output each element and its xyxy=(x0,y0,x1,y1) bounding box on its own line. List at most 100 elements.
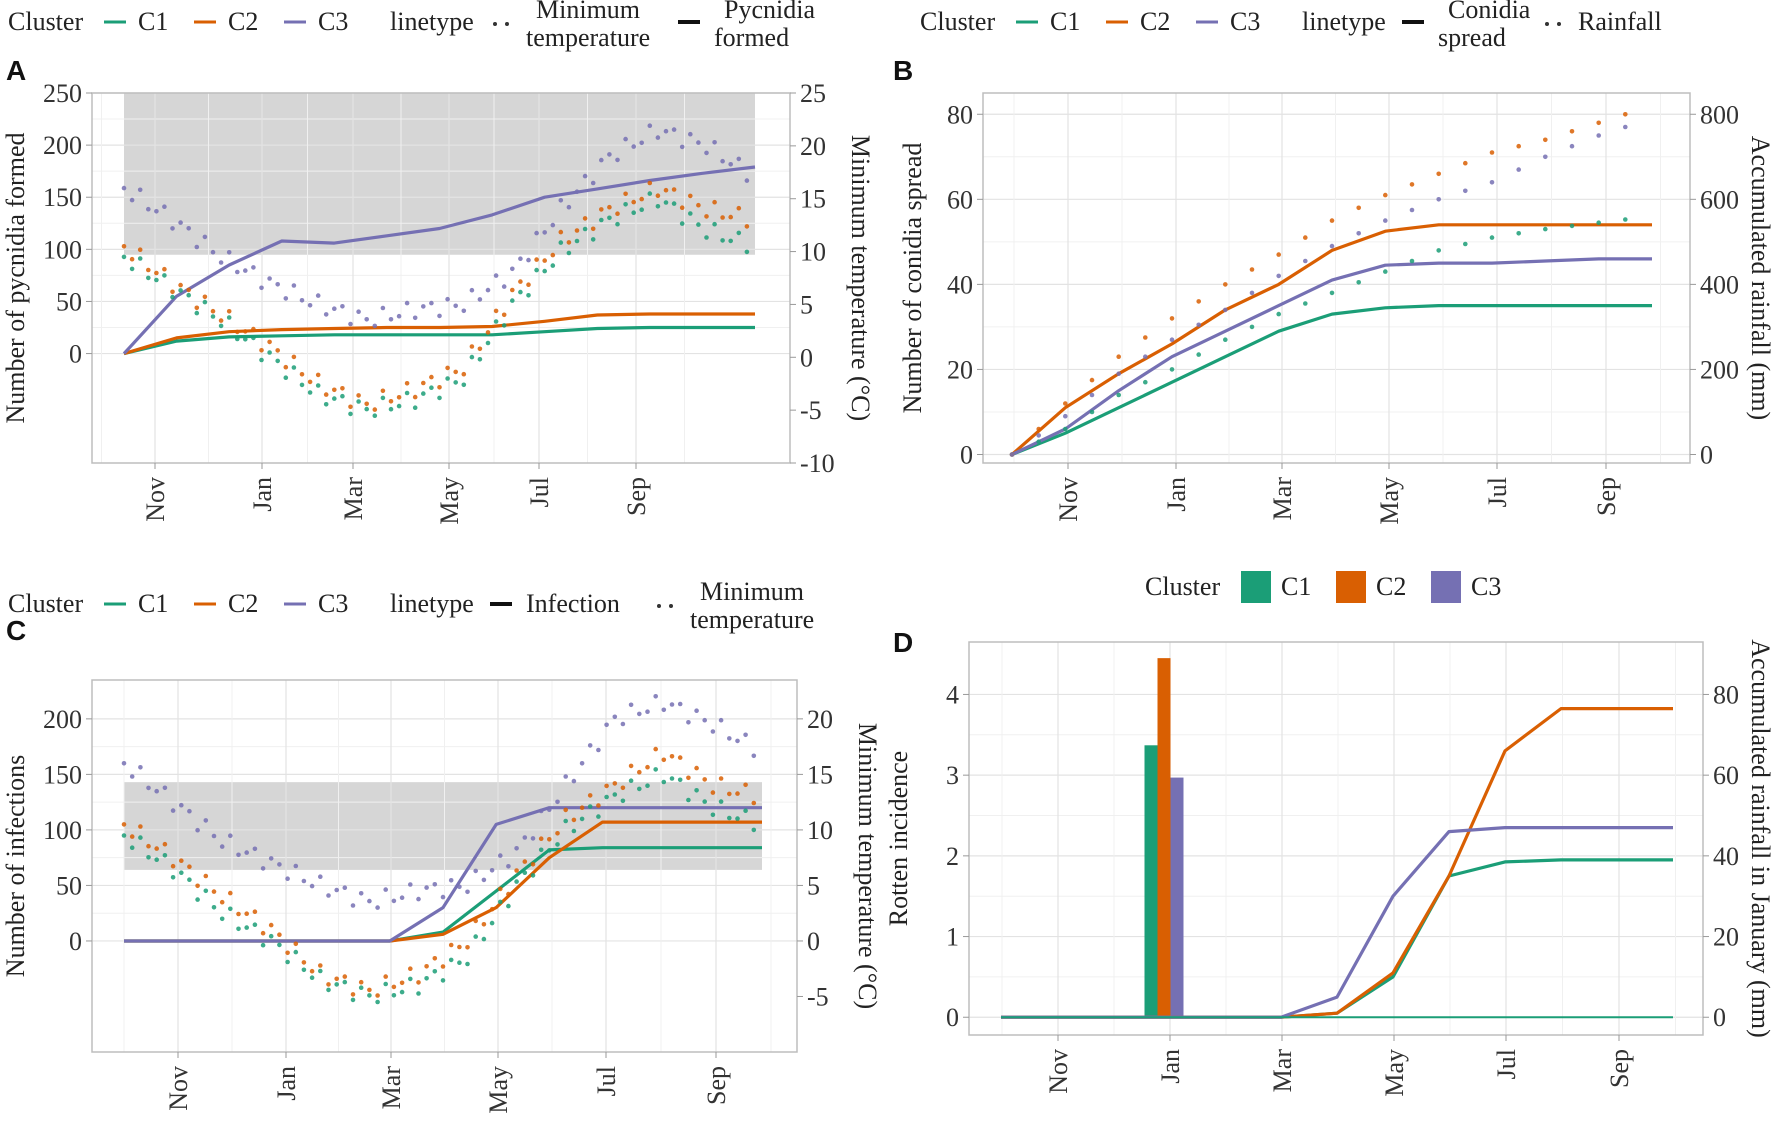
legend-linetype-label-line: Conidia xyxy=(1448,0,1531,24)
data-point xyxy=(510,287,515,293)
legend-linetype-label-line: spread xyxy=(1438,23,1506,52)
data-point xyxy=(712,221,717,227)
data-point xyxy=(350,992,356,997)
data-point xyxy=(170,875,176,880)
data-point xyxy=(218,318,224,323)
data-point xyxy=(481,936,487,942)
data-point xyxy=(1303,235,1308,240)
data-point xyxy=(309,968,315,974)
data-point xyxy=(661,779,667,785)
x-tick-label: Jan xyxy=(248,477,277,512)
bar-c1 xyxy=(1144,745,1158,1018)
data-point xyxy=(301,878,307,884)
data-point xyxy=(574,228,580,233)
y2-tick-label: 0 xyxy=(1713,1003,1726,1032)
data-point xyxy=(129,774,135,779)
data-point xyxy=(542,230,547,235)
data-point xyxy=(1596,133,1601,138)
data-point xyxy=(587,743,593,748)
data-point xyxy=(307,303,313,308)
legend-cluster-title: Cluster xyxy=(8,589,83,618)
data-point xyxy=(1569,143,1575,149)
data-point xyxy=(1623,124,1628,130)
data-point xyxy=(399,895,405,900)
data-point xyxy=(154,277,159,283)
data-point xyxy=(702,777,707,782)
data-point xyxy=(599,207,604,212)
data-point xyxy=(432,969,438,974)
data-point xyxy=(461,308,467,314)
y2-tick-label: 10 xyxy=(800,238,826,267)
data-point xyxy=(129,845,135,850)
data-point xyxy=(696,202,701,208)
data-point xyxy=(1143,335,1148,340)
data-point xyxy=(301,960,307,965)
data-point xyxy=(146,267,151,273)
data-point xyxy=(453,369,459,375)
data-point xyxy=(743,732,748,738)
data-point xyxy=(285,959,290,965)
data-point xyxy=(558,229,564,235)
x-tick-label: Sep xyxy=(1592,477,1621,516)
data-point xyxy=(315,383,321,388)
data-point xyxy=(1089,377,1095,383)
data-point xyxy=(538,808,544,814)
data-point xyxy=(211,889,217,894)
y-tick-label: 200 xyxy=(43,705,82,734)
data-point xyxy=(219,899,225,905)
data-point xyxy=(530,873,536,878)
legend-linetype-label-line: Minimum xyxy=(700,577,804,606)
y-tick-label: 100 xyxy=(43,235,82,264)
data-point xyxy=(437,313,442,319)
data-point xyxy=(542,268,547,274)
data-point xyxy=(226,309,232,314)
data-point xyxy=(121,833,127,838)
data-point xyxy=(612,792,618,797)
data-point xyxy=(736,205,742,211)
x-tick-label: Jul xyxy=(1483,477,1512,507)
data-point xyxy=(334,976,340,982)
data-point xyxy=(162,266,167,272)
data-point xyxy=(251,265,256,270)
data-point xyxy=(1516,231,1521,236)
data-point xyxy=(202,294,208,300)
legend-key-dot xyxy=(1557,22,1561,26)
data-point xyxy=(350,997,356,1003)
data-point xyxy=(268,922,274,928)
gridlines xyxy=(983,93,1690,463)
data-point xyxy=(477,357,483,362)
panel-letter-d: D xyxy=(893,627,913,658)
data-point xyxy=(375,905,380,910)
data-point xyxy=(728,214,733,220)
data-point xyxy=(291,283,297,288)
data-point xyxy=(679,205,685,210)
legend-key-c1 xyxy=(1241,571,1271,603)
x-tick-label: May xyxy=(1375,477,1404,525)
data-point xyxy=(1009,452,1015,457)
y2-tick-label: 200 xyxy=(1700,355,1739,384)
x-tick-label: May xyxy=(1380,1049,1409,1097)
data-point xyxy=(563,818,568,824)
data-point xyxy=(259,348,264,353)
data-point xyxy=(178,288,183,293)
legend-linetype-title: linetype xyxy=(390,7,474,36)
data-point xyxy=(590,180,596,186)
data-point xyxy=(251,326,256,332)
data-point xyxy=(550,222,556,228)
series-line-c1 xyxy=(1011,304,1652,456)
data-point xyxy=(375,999,380,1005)
data-point xyxy=(604,722,609,728)
data-point xyxy=(138,765,143,770)
data-point xyxy=(653,746,658,752)
data-point xyxy=(587,804,593,809)
bar-c3 xyxy=(1170,777,1184,1018)
series-line-c3 xyxy=(124,806,762,943)
data-point xyxy=(712,140,717,145)
data-point xyxy=(620,798,626,804)
data-point xyxy=(391,898,397,904)
data-point xyxy=(283,375,289,381)
legend-C: Cluster C1 C2 C3 linetype Infection Minimum tem… xyxy=(8,577,814,634)
y-tick-label: 20 xyxy=(947,355,973,384)
data-point xyxy=(498,899,503,905)
data-point xyxy=(696,140,701,145)
